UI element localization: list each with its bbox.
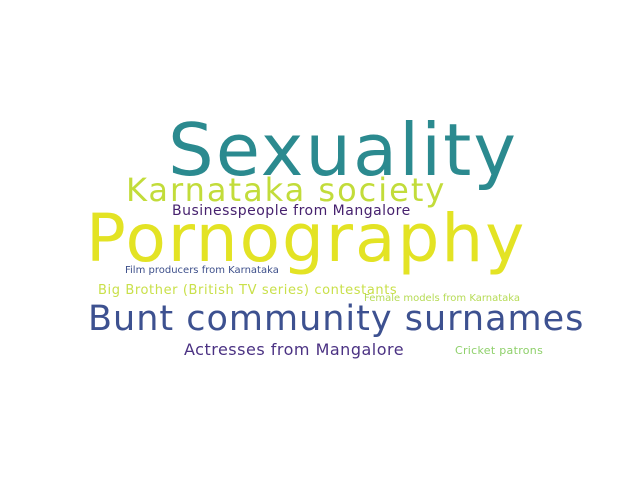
word-cricket-patrons: Cricket patrons bbox=[455, 344, 544, 357]
word-sexuality: Sexuality bbox=[168, 108, 518, 192]
word-pornography: Pornography bbox=[86, 200, 527, 277]
word-female-models-from-karnataka: Female models from Karnataka bbox=[364, 293, 521, 304]
word-film-producers-from-karnataka: Film producers from Karnataka bbox=[125, 265, 279, 276]
word-karnataka-society: Karnataka society bbox=[126, 171, 447, 209]
word-actresses-from-mangalore: Actresses from Mangalore bbox=[184, 340, 405, 359]
word-bunt-community-surnames: Bunt community surnames bbox=[88, 299, 585, 339]
word-big-brother-contestants: Big Brother (British TV series) contesta… bbox=[98, 283, 398, 298]
word-businesspeople-from-mangalore: Businesspeople from Mangalore bbox=[172, 203, 411, 219]
